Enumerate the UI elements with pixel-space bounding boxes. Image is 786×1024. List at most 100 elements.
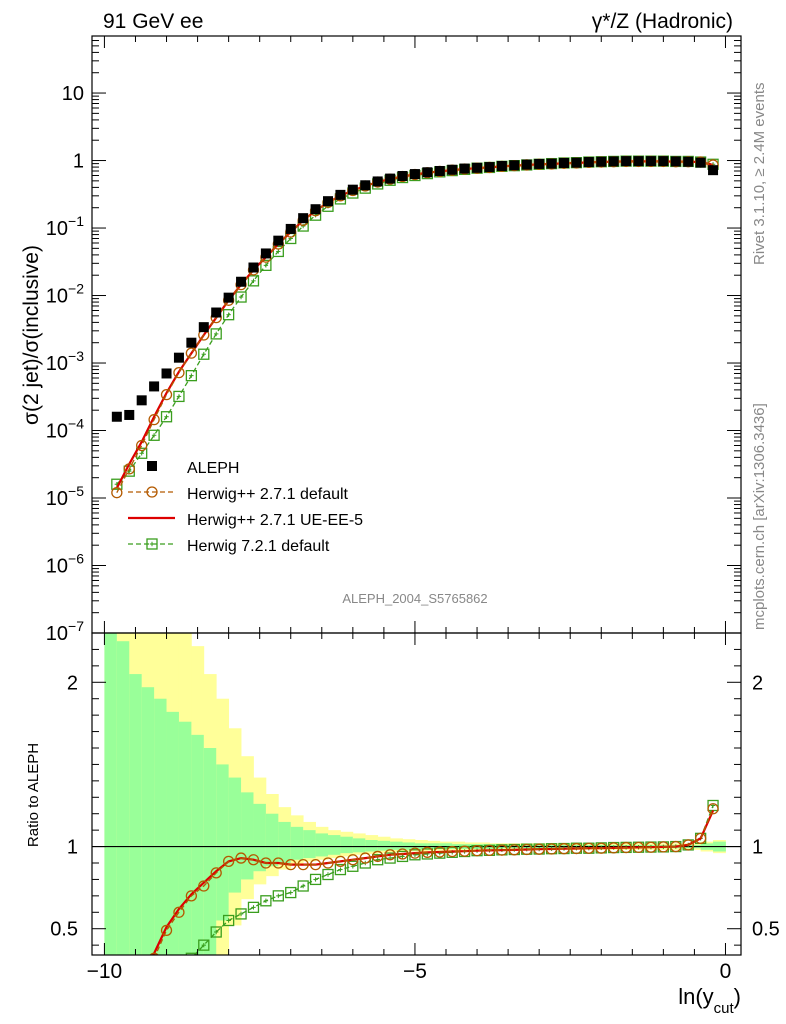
data-point (123, 463, 135, 475)
ratio-y-tick-label-right: 1 (752, 837, 763, 859)
data-point-box (149, 975, 159, 985)
data-point (583, 842, 595, 854)
x-axis-label-close: ) (734, 984, 741, 1009)
data-point-box (160, 411, 173, 423)
data-point (323, 196, 333, 207)
data-point-box (272, 890, 284, 902)
ratio-series-layer (124, 799, 719, 991)
y-tick-label-exponent: −2 (68, 281, 84, 297)
header-left: 91 GeV ee (103, 10, 203, 33)
data-point (297, 858, 309, 871)
inner-band-bin (178, 721, 192, 955)
data-point (198, 880, 210, 892)
data-point (496, 160, 507, 171)
data-point (372, 176, 383, 187)
data-point (508, 844, 520, 856)
data-point (347, 184, 358, 195)
inner-band-bin (191, 734, 205, 955)
data-point (360, 180, 371, 191)
data-point (694, 832, 707, 845)
data-point (149, 381, 160, 392)
data-point (210, 926, 222, 938)
inner-band-bin (141, 687, 155, 955)
data-point-box (185, 369, 198, 382)
axes: −10 −5 0ln(ycut)10−710−610−510−410−310−210… (46, 35, 780, 1017)
x-axis-label-main: ln(y (678, 984, 713, 1009)
data-point (147, 461, 157, 471)
data-point (707, 803, 719, 815)
data-point (396, 848, 409, 860)
data-point (534, 158, 545, 169)
ratio-y-tick-label-left: 2 (67, 672, 78, 694)
data-point (347, 854, 359, 866)
data-point (248, 262, 259, 273)
data-point (272, 245, 284, 258)
data-point (309, 858, 322, 871)
data-point (472, 162, 483, 173)
data-point (359, 852, 371, 864)
data-point (185, 369, 198, 382)
data-point-box (334, 863, 347, 876)
data-point (434, 846, 446, 858)
inner-band-bin (265, 813, 279, 867)
y-tick-label-base: 10 (46, 421, 68, 443)
data-point (272, 890, 284, 902)
data-point (409, 847, 421, 859)
data-point (583, 157, 594, 168)
data-point (111, 411, 122, 422)
data-point (198, 939, 210, 951)
data-point (384, 852, 396, 864)
inner-band-bin (377, 840, 391, 851)
data-point-box (285, 886, 297, 899)
data-point (409, 169, 420, 180)
inner-band-bin (228, 777, 242, 893)
y-tick-label-exponent: −5 (68, 483, 84, 499)
inner-band-bin (253, 803, 267, 872)
legend-entry: Herwig++ 2.7.1 UE-EE-5 (128, 512, 363, 529)
data-point (608, 842, 620, 854)
data-point (185, 890, 198, 902)
data-point (397, 171, 408, 182)
data-point (695, 157, 706, 168)
inner-band-bin (241, 792, 254, 880)
data-point (521, 843, 533, 856)
data-point (137, 971, 147, 981)
legend-entry: ALEPH (147, 460, 239, 477)
inner-band-bin (303, 830, 316, 859)
data-point (124, 981, 134, 991)
data-point (309, 873, 322, 886)
data-point (223, 292, 234, 303)
data-point (571, 157, 582, 168)
data-point-box (173, 390, 185, 403)
series-herwig-2-7-1-default (137, 803, 719, 981)
data-point (458, 845, 471, 857)
data-point (483, 844, 496, 856)
data-point (247, 854, 260, 866)
data-point (683, 156, 694, 167)
data-point (149, 975, 159, 985)
main-y-axis-label: σ(2 jet)/σ(inclusive) (20, 245, 43, 425)
inner-band-bin (365, 840, 379, 852)
legend-label: Herwig++ 2.7.1 default (187, 486, 349, 503)
x-axis-label: ln(ycut) (678, 984, 741, 1017)
data-point (645, 156, 656, 167)
data-point-box (372, 854, 384, 866)
data-point (160, 924, 173, 937)
data-point (533, 843, 545, 855)
data-point-box (146, 538, 158, 550)
data-point (658, 156, 669, 167)
data-point (173, 352, 184, 363)
data-point (459, 163, 470, 174)
data-point (247, 901, 260, 914)
data-point (632, 841, 645, 854)
data-point (198, 322, 209, 333)
y-tick-label: 10−3 (46, 348, 84, 375)
data-point (558, 843, 570, 855)
y-tick-label-base: 10 (46, 623, 68, 645)
data-point (136, 439, 148, 452)
data-point (210, 867, 222, 879)
legend-label: Herwig 7.2.1 default (187, 538, 330, 555)
data-point (645, 841, 657, 853)
data-point-box (297, 880, 309, 892)
data-point (186, 337, 197, 348)
